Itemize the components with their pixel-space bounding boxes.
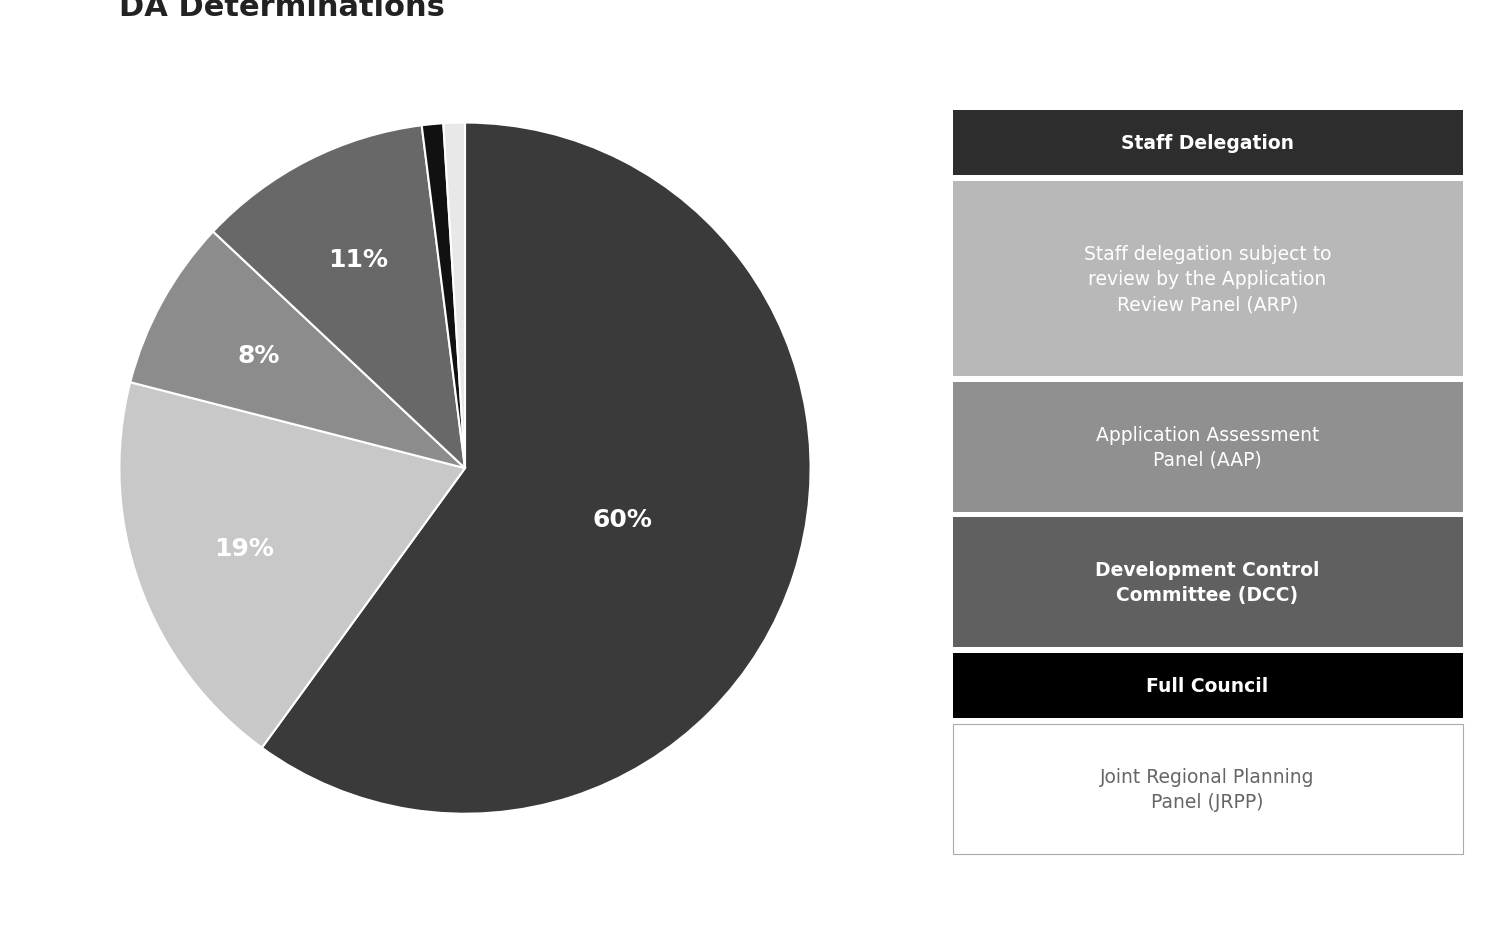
Bar: [952, 111, 1462, 176]
Text: DA Determinations: DA Determinations: [120, 0, 445, 22]
Text: Staff delegation subject to
review by the Application
Review Panel (ARP): Staff delegation subject to review by th…: [1083, 245, 1332, 314]
Text: Development Control
Committee (DCC): Development Control Committee (DCC): [1095, 561, 1320, 605]
Text: 60%: 60%: [592, 508, 652, 532]
Bar: [952, 382, 1462, 512]
Bar: [952, 518, 1462, 648]
Wedge shape: [213, 126, 465, 469]
Wedge shape: [120, 382, 465, 748]
Wedge shape: [422, 124, 465, 469]
Wedge shape: [130, 232, 465, 469]
Text: 11%: 11%: [328, 248, 388, 272]
Bar: [952, 724, 1462, 854]
Text: Staff Delegation: Staff Delegation: [1120, 135, 1294, 153]
Text: Full Council: Full Council: [1146, 677, 1269, 695]
Bar: [952, 653, 1462, 718]
Text: Joint Regional Planning
Panel (JRPP): Joint Regional Planning Panel (JRPP): [1100, 767, 1314, 811]
Bar: [952, 182, 1462, 377]
Text: Application Assessment
Panel (AAP): Application Assessment Panel (AAP): [1096, 425, 1318, 470]
Text: 8%: 8%: [238, 343, 280, 367]
Text: 19%: 19%: [214, 536, 274, 561]
Wedge shape: [262, 123, 810, 814]
Wedge shape: [444, 123, 465, 469]
